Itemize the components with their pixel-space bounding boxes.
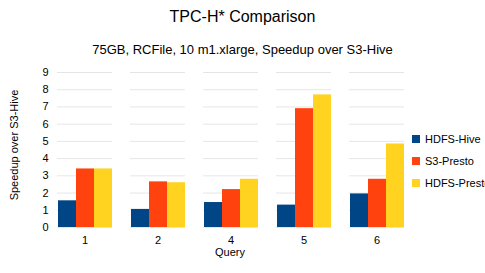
svg-text:3: 3 [42, 169, 48, 181]
svg-text:7: 7 [42, 100, 48, 112]
svg-text:1: 1 [82, 234, 88, 246]
html-text:75GB, RCFile, 10 m1.xlarge, Sp: 75GB, RCFile, 10 m1.xlarge, Speedup over… [92, 42, 393, 57]
svg-text:9: 9 [42, 66, 48, 78]
html-text:HDFS-Hive: HDFS-Hive [425, 133, 481, 145]
svg-text:5: 5 [42, 135, 48, 147]
svg-text:6: 6 [374, 234, 380, 246]
svg-text:0: 0 [42, 221, 48, 233]
html-text:S3-Presto: S3-Presto [425, 155, 474, 167]
svg-text:2: 2 [42, 187, 48, 199]
svg-text:4: 4 [42, 152, 48, 164]
html-text:TPC-H* Comparison: TPC-H* Comparison [169, 8, 316, 25]
svg-text:2: 2 [155, 234, 161, 246]
html-text:Speedup over S3-Hive: Speedup over S3-Hive [8, 89, 20, 201]
svg-text:5: 5 [301, 234, 307, 246]
svg-text:6: 6 [42, 118, 48, 130]
svg-text:1: 1 [42, 204, 48, 216]
html-text:Query: Query [215, 246, 245, 258]
svg-text:4: 4 [228, 234, 234, 246]
svg-text:8: 8 [42, 83, 48, 95]
